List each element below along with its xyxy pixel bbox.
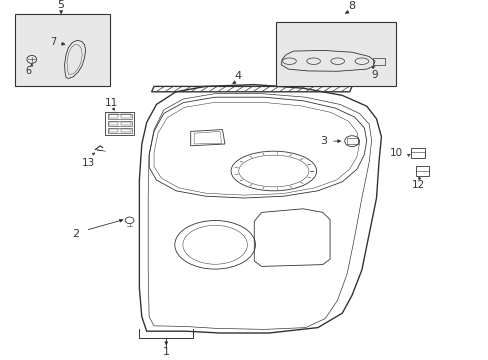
Bar (346, 138, 357, 144)
Text: 8: 8 (348, 1, 355, 12)
Bar (276, 22, 395, 86)
Bar (105, 112, 134, 135)
Bar (15, 14, 110, 86)
Bar (107, 128, 132, 133)
Text: 7: 7 (51, 37, 57, 48)
Bar (121, 114, 131, 118)
Text: 4: 4 (234, 71, 241, 81)
Bar (415, 166, 428, 176)
Text: 5: 5 (58, 0, 64, 10)
Bar (107, 114, 132, 119)
Bar (410, 148, 425, 158)
Bar (121, 122, 131, 125)
Text: 1: 1 (163, 347, 169, 357)
Text: 12: 12 (410, 180, 424, 190)
Bar (108, 122, 118, 125)
Text: 10: 10 (389, 148, 403, 158)
Bar (372, 58, 384, 65)
Text: 6: 6 (25, 66, 31, 76)
Bar (121, 129, 131, 132)
Bar (107, 121, 132, 126)
Text: 9: 9 (371, 70, 378, 80)
Text: 3: 3 (320, 136, 327, 146)
Text: 11: 11 (104, 98, 118, 108)
Text: 13: 13 (81, 158, 95, 168)
Bar (108, 129, 118, 132)
Bar (108, 114, 118, 118)
Text: 2: 2 (72, 229, 79, 239)
